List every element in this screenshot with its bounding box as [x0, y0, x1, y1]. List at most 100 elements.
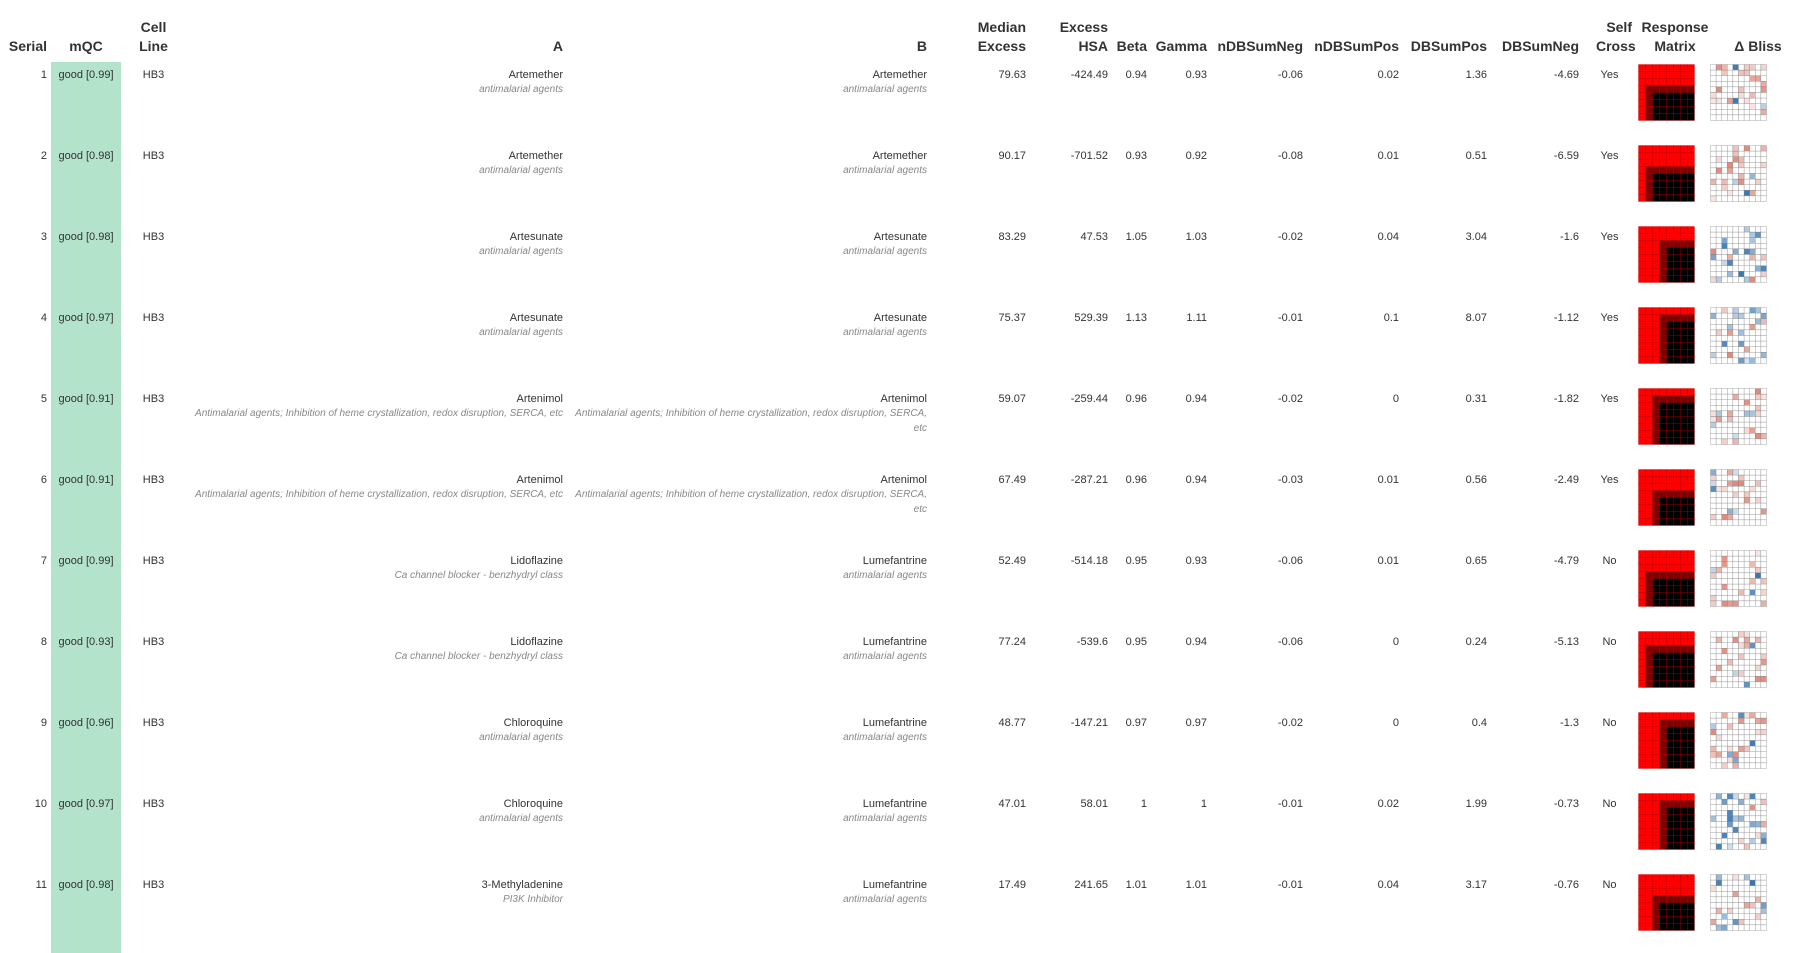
cell-line-cell: HB3	[142, 879, 165, 891]
col-header-a[interactable]: A	[552, 38, 563, 54]
delta-bliss-cell[interactable]	[1708, 143, 1808, 224]
median-excess-cell: 67.49	[998, 474, 1026, 486]
serial-cell: 10	[34, 798, 47, 810]
delta-bliss-cell[interactable]	[1708, 629, 1808, 710]
delta-bliss-cell[interactable]	[1708, 872, 1808, 953]
delta-bliss-cell[interactable]	[1708, 710, 1808, 791]
response-matrix-heatmap	[1638, 307, 1695, 364]
col-header-self-cross[interactable]: Self Cross	[1583, 18, 1636, 62]
response-matrix-cell[interactable]	[1636, 143, 1708, 224]
excess-hsa-cell: -287.21	[1070, 474, 1108, 486]
delta-bliss-cell[interactable]	[1708, 62, 1808, 143]
table-row[interactable]: 3 good [0.98] HB3 Artesunate antimalarial ag…	[2, 224, 1808, 305]
col-header-ndbsumpos[interactable]: nDBSumPos	[1314, 38, 1399, 54]
beta-cell: 0.95	[1125, 636, 1147, 648]
drug-b-class: antimalarial agents	[843, 246, 927, 257]
drug-a-class: antimalarial agents	[479, 246, 563, 257]
gamma-cell: 1.01	[1185, 879, 1207, 891]
col-header-response-matrix-label: Response Matrix	[1641, 19, 1709, 54]
mqc-cell: good [0.96]	[51, 710, 121, 791]
mqc-cell: good [0.98]	[51, 143, 121, 224]
col-header-ndbsumneg[interactable]: nDBSumNeg	[1217, 38, 1303, 54]
col-header-excess-hsa[interactable]: Excess HSA	[1030, 18, 1112, 62]
col-header-cell-line[interactable]: Cell Line	[121, 18, 186, 62]
col-header-mqc[interactable]: mQC	[69, 38, 103, 54]
synergy-results-table: Serial mQC Cell Line A B Median Excess E…	[2, 18, 1808, 953]
drug-b-name: Artesunate	[873, 231, 927, 243]
excess-hsa-cell: -539.6	[1076, 636, 1108, 648]
col-header-response-matrix[interactable]: Response Matrix	[1636, 18, 1709, 62]
col-header-median-excess-label: Median Excess	[977, 19, 1026, 54]
col-header-gamma[interactable]: Gamma	[1155, 38, 1207, 54]
table-row[interactable]: 10 good [0.97] HB3 Chloroquine antimalarial …	[2, 791, 1808, 872]
gamma-cell: 1.03	[1185, 231, 1207, 243]
table-row[interactable]: 11 good [0.98] HB3 3-Methyladenine PI3K Inhi…	[2, 872, 1808, 953]
response-matrix-heatmap	[1638, 874, 1695, 931]
delta-bliss-cell[interactable]	[1708, 548, 1808, 629]
delta-bliss-cell[interactable]	[1708, 224, 1808, 305]
col-header-b[interactable]: B	[916, 38, 927, 54]
response-matrix-cell[interactable]	[1636, 386, 1708, 467]
drug-a-cell: 3-Methyladenine PI3K Inhibitor	[186, 872, 567, 953]
response-matrix-cell[interactable]	[1636, 467, 1708, 548]
beta-cell: 0.93	[1125, 150, 1147, 162]
col-header-serial[interactable]: Serial	[8, 38, 47, 54]
table-row[interactable]: 9 good [0.96] HB3 Chloroquine antimalarial a…	[2, 710, 1808, 791]
ndbsumneg-cell: -0.01	[1277, 798, 1303, 810]
delta-bliss-cell[interactable]	[1708, 386, 1808, 467]
col-header-beta[interactable]: Beta	[1116, 38, 1147, 54]
delta-bliss-cell[interactable]	[1708, 305, 1808, 386]
response-matrix-cell[interactable]	[1636, 305, 1708, 386]
self-cross-cell: No	[1602, 798, 1617, 810]
table-row[interactable]: 5 good [0.91] HB3 Artenimol Antimalarial age…	[2, 386, 1808, 467]
excess-hsa-cell: -514.18	[1070, 555, 1108, 567]
response-matrix-cell[interactable]	[1636, 791, 1708, 872]
response-matrix-cell[interactable]	[1636, 548, 1708, 629]
response-matrix-cell[interactable]	[1636, 710, 1708, 791]
response-matrix-heatmap	[1638, 793, 1695, 850]
median-excess-cell: 77.24	[998, 636, 1026, 648]
table-row[interactable]: 4 good [0.97] HB3 Artesunate antimalarial ag…	[2, 305, 1808, 386]
ndbsumpos-cell: 0.01	[1377, 555, 1399, 567]
table-row[interactable]: 7 good [0.99] HB3 Lidoflazine Ca channel blo…	[2, 548, 1808, 629]
drug-b-name: Lumefantrine	[862, 717, 927, 729]
drug-b-class: antimalarial agents	[843, 570, 927, 581]
response-matrix-heatmap	[1638, 226, 1695, 283]
ndbsumneg-cell: -0.01	[1277, 879, 1303, 891]
delta-bliss-heatmap	[1710, 226, 1767, 283]
drug-a-class: antimalarial agents	[479, 813, 563, 824]
ndbsumpos-cell: 0.04	[1377, 879, 1399, 891]
response-matrix-cell[interactable]	[1636, 629, 1708, 710]
delta-bliss-cell[interactable]	[1708, 791, 1808, 872]
col-header-median-excess[interactable]: Median Excess	[931, 18, 1030, 62]
col-header-dbsumneg[interactable]: DBSumNeg	[1501, 38, 1579, 54]
drug-b-cell: Lumefantrine antimalarial agents	[567, 791, 931, 872]
drug-b-name: Lumefantrine	[862, 879, 927, 891]
beta-cell: 1.13	[1125, 312, 1147, 324]
gamma-cell: 0.97	[1185, 717, 1207, 729]
response-matrix-cell[interactable]	[1636, 62, 1708, 143]
dbsumpos-cell: 3.17	[1465, 879, 1487, 891]
dbsumpos-cell: 1.99	[1465, 798, 1487, 810]
table-row[interactable]: 1 good [0.99] HB3 Artemether antimalarial ag…	[2, 62, 1808, 143]
col-header-delta-bliss[interactable]: Δ Bliss	[1734, 38, 1782, 54]
response-matrix-cell[interactable]	[1636, 872, 1708, 953]
table-row[interactable]: 8 good [0.93] HB3 Lidoflazine Ca channel blo…	[2, 629, 1808, 710]
table-row[interactable]: 2 good [0.98] HB3 Artemether antimalarial ag…	[2, 143, 1808, 224]
drug-a-cell: Chloroquine antimalarial agents	[186, 791, 567, 872]
drug-a-class: Ca channel blocker - benzhydryl class	[394, 651, 563, 662]
dbsumneg-cell: -2.49	[1553, 474, 1579, 486]
delta-bliss-cell[interactable]	[1708, 467, 1808, 548]
drug-a-name: Lidoflazine	[510, 555, 563, 567]
ndbsumneg-cell: -0.06	[1277, 636, 1303, 648]
median-excess-cell: 52.49	[998, 555, 1026, 567]
serial-cell: 11	[35, 879, 47, 891]
cell-line-cell: HB3	[142, 555, 165, 567]
drug-b-class: Antimalarial agents; Inhibition of heme …	[575, 489, 927, 515]
response-matrix-cell[interactable]	[1636, 224, 1708, 305]
drug-a-cell: Artemether antimalarial agents	[186, 62, 567, 143]
col-header-dbsumpos[interactable]: DBSumPos	[1410, 38, 1487, 54]
response-matrix-heatmap	[1638, 388, 1695, 445]
self-cross-cell: Yes	[1600, 69, 1619, 81]
table-row[interactable]: 6 good [0.91] HB3 Artenimol Antimalarial age…	[2, 467, 1808, 548]
